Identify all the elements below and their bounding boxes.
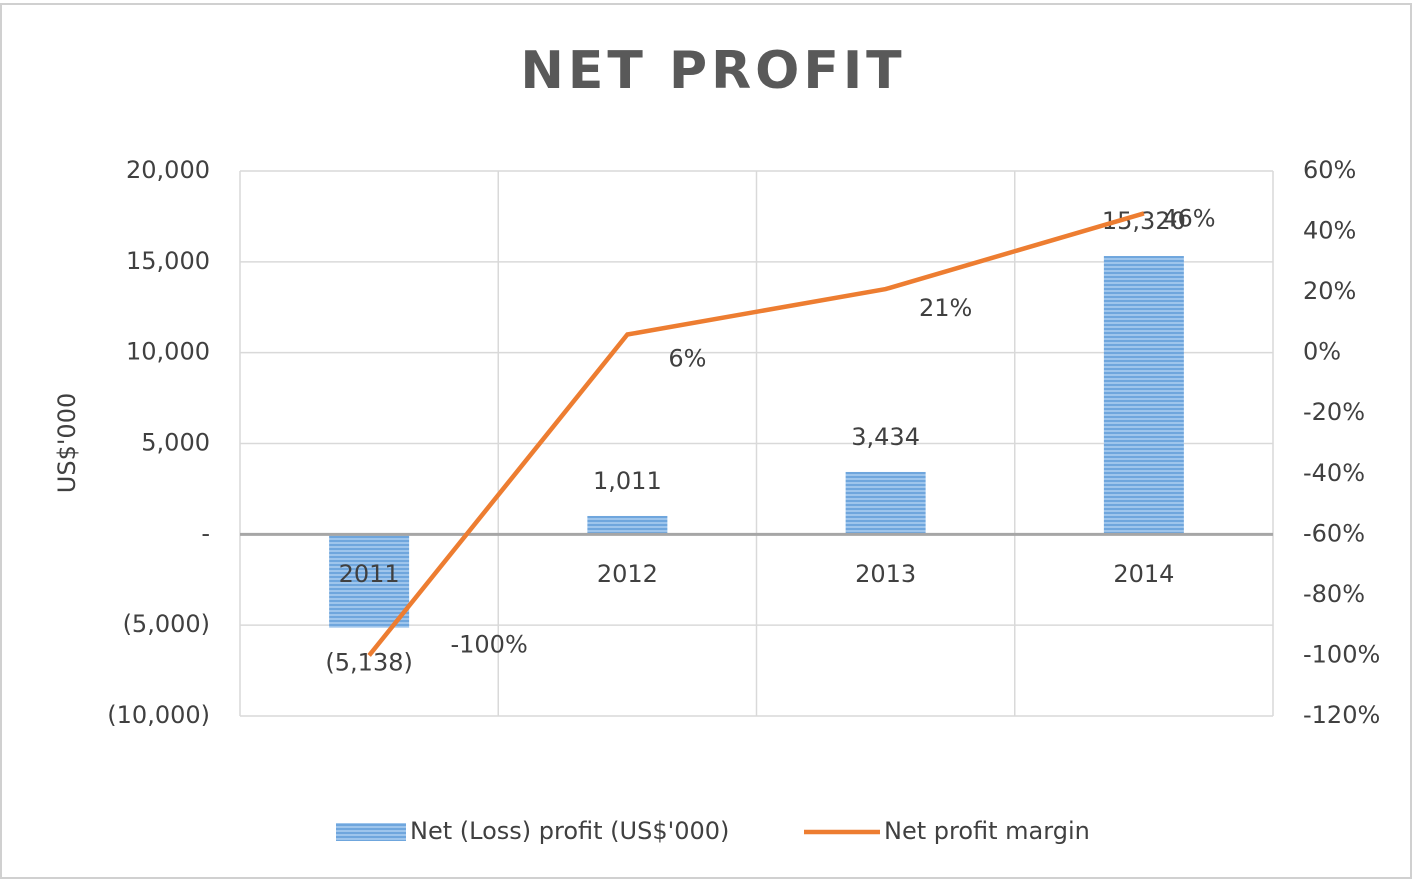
legend-swatch [336, 823, 406, 841]
y2-tick-label: 0% [1303, 338, 1341, 366]
line-value-label: 6% [668, 345, 706, 373]
y-tick-label: - [201, 519, 210, 547]
line-value-label: 46% [1162, 204, 1215, 232]
chart-title: NET PROFIT [520, 41, 905, 101]
y2-tick-label: -40% [1303, 459, 1365, 487]
x-tick-label: 2011 [339, 560, 400, 588]
chart-frame [0, 3, 1412, 879]
x-tick-label: 2012 [597, 560, 658, 588]
bar-value-label: 1,011 [593, 467, 662, 495]
line-value-label: 21% [919, 294, 972, 322]
y2-tick-label: -20% [1303, 398, 1365, 426]
bar [329, 534, 410, 628]
y2-tick-label: 40% [1303, 217, 1356, 245]
y2-tick-label: -120% [1303, 701, 1380, 729]
bar [845, 471, 926, 535]
y-tick-label: (10,000) [107, 701, 210, 729]
y2-tick-label: 60% [1303, 156, 1356, 184]
y2-tick-label: 20% [1303, 277, 1356, 305]
line-value-label: -100% [450, 630, 527, 658]
y-tick-label: 15,000 [126, 247, 210, 275]
y-axis-label: US$'000 [53, 393, 81, 493]
y2-tick-label: -100% [1303, 640, 1380, 668]
x-tick-label: 2014 [1113, 560, 1174, 588]
y-tick-label: (5,000) [123, 610, 210, 638]
y2-tick-label: -80% [1303, 580, 1365, 608]
x-tick-label: 2013 [855, 560, 916, 588]
y-tick-label: 5,000 [141, 429, 210, 457]
y-tick-label: 10,000 [126, 338, 210, 366]
bar [587, 515, 668, 535]
bar [1103, 256, 1184, 535]
legend-label: Net profit margin [884, 817, 1090, 845]
y-tick-label: 20,000 [126, 156, 210, 184]
y2-tick-label: -60% [1303, 519, 1365, 547]
legend-label: Net (Loss) profit (US$'000) [410, 817, 729, 845]
line [367, 211, 1145, 657]
bar-value-label: 3,434 [851, 423, 920, 451]
